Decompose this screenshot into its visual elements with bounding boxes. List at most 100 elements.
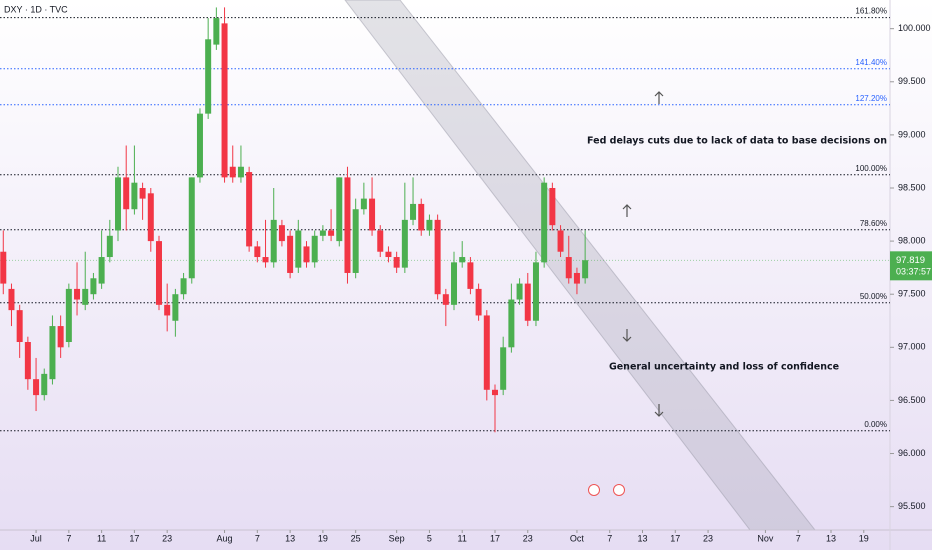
candle-body — [532, 262, 539, 321]
candle-body — [516, 283, 523, 300]
event-icon — [613, 484, 625, 496]
plot: 161.80% 141.40% 127.20% 100.00% 78.60% 50.00%… — [0, 7, 890, 433]
event-icons — [588, 484, 625, 496]
candle-body — [188, 177, 195, 279]
candle-body — [442, 294, 449, 305]
candle-body — [98, 257, 105, 284]
candle-body — [41, 373, 48, 396]
fib-label: 100.00% — [855, 164, 887, 173]
fib-label: 50.00% — [860, 292, 887, 301]
arrows — [622, 91, 664, 417]
x-tick-label: 11 — [97, 533, 106, 543]
x-tick-label: 23 — [703, 533, 713, 543]
event-icon — [588, 484, 600, 496]
candle-body — [115, 177, 122, 231]
candle-body — [500, 347, 507, 390]
candle-body — [180, 278, 187, 295]
x-tick-label: 7 — [796, 533, 801, 543]
x-tick-label: 7 — [607, 533, 612, 543]
candle-body — [90, 278, 97, 295]
candle-body — [483, 315, 490, 390]
x-tick-label: 5 — [427, 533, 432, 543]
candle-body — [377, 230, 384, 252]
x-tick-label: 25 — [351, 533, 361, 543]
candle-body — [467, 262, 474, 289]
candle-body — [82, 288, 89, 305]
candle-body — [328, 230, 335, 236]
candle-body — [319, 230, 326, 236]
x-tick-label: Oct — [570, 533, 585, 543]
x-tick-label: 7 — [66, 533, 71, 543]
candle-body — [74, 288, 81, 300]
candle-body — [278, 225, 285, 242]
candle-body — [401, 219, 408, 268]
candle-body — [303, 246, 310, 263]
candle-body — [360, 198, 367, 210]
x-tick-label: 23 — [162, 533, 172, 543]
candle-body — [262, 257, 269, 263]
fib-label: 141.40% — [855, 58, 887, 67]
x-tick-label: 19 — [859, 533, 869, 543]
candle-body — [33, 379, 40, 396]
fib-label: 0.00% — [864, 420, 887, 429]
candle-body — [237, 166, 244, 178]
candle-body — [410, 203, 417, 220]
candle-body — [582, 260, 589, 279]
candle-body — [213, 18, 220, 45]
y-tick-label: 95.500 — [898, 501, 926, 511]
candle-body — [139, 187, 146, 199]
x-tick-label: 17 — [490, 533, 500, 543]
candle-body — [246, 172, 253, 247]
annotation: Fed delays cuts due to lack of data to b… — [587, 136, 887, 147]
fib-label: 127.20% — [855, 94, 887, 103]
candle-body — [155, 241, 162, 305]
candle-body — [541, 182, 548, 263]
candle-body — [524, 283, 531, 321]
candle-body — [131, 182, 138, 210]
candle-body — [508, 299, 515, 348]
candle-body — [451, 262, 458, 305]
x-tick-label: Nov — [757, 533, 774, 543]
candle-body — [352, 209, 359, 273]
candle-body — [573, 272, 580, 284]
candle-body — [49, 326, 56, 380]
candle-body — [287, 235, 294, 273]
y-tick-label: 99.000 — [898, 129, 926, 139]
candle-body — [385, 251, 392, 258]
y-tick-label: 98.000 — [898, 235, 926, 245]
candle-body — [16, 310, 23, 343]
price-label-box — [890, 251, 932, 281]
x-tick-label: 17 — [670, 533, 680, 543]
candle-body — [491, 389, 498, 396]
candle-body — [24, 342, 31, 380]
y-tick-label: 100.000 — [898, 23, 931, 33]
candle-body — [418, 203, 425, 231]
candle-body — [369, 198, 376, 231]
candle-body — [311, 235, 318, 263]
fib-label: 78.60% — [860, 219, 887, 228]
candle-body — [8, 288, 15, 311]
candle-body — [475, 288, 482, 316]
y-tick-label: 99.500 — [898, 76, 926, 86]
candle-body — [229, 166, 236, 178]
candle-body — [172, 294, 179, 321]
x-tick-label: 17 — [129, 533, 139, 543]
candle-body — [0, 251, 7, 284]
candle-body — [254, 246, 261, 258]
annotation: General uncertainty and loss of confiden… — [609, 362, 839, 373]
candle-body — [57, 326, 64, 348]
candle-body — [459, 257, 466, 263]
candle-body — [123, 177, 130, 210]
x-tick-label: 7 — [255, 533, 260, 543]
y-tick-label: 96.500 — [898, 395, 926, 405]
candle-body — [65, 288, 72, 343]
y-tick-label: 96.000 — [898, 448, 926, 458]
price-label: 97.819 — [896, 255, 925, 266]
candle-body — [565, 257, 572, 279]
x-tick-label: 13 — [285, 533, 295, 543]
y-tick-label: 97.000 — [898, 342, 926, 352]
candle-body — [205, 39, 212, 114]
candle-body — [196, 113, 203, 178]
